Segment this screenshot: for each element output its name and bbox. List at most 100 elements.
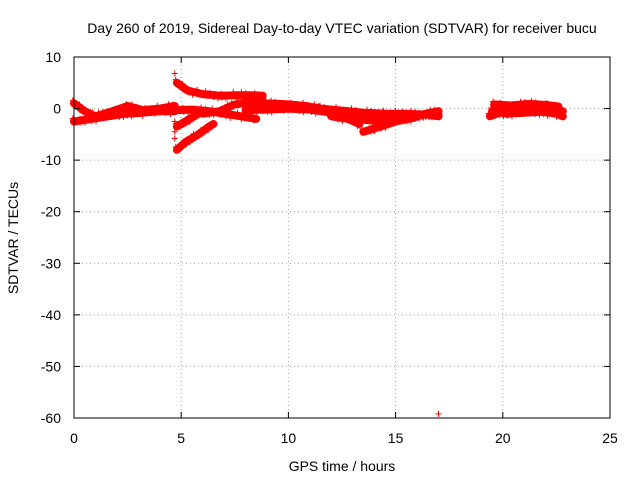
data-point — [500, 113, 507, 120]
data-point — [115, 105, 122, 112]
data-point — [228, 100, 235, 107]
data-point — [312, 106, 319, 113]
data-point — [524, 100, 531, 107]
data-point — [497, 103, 504, 110]
data-point — [198, 129, 205, 136]
data-point — [509, 101, 516, 108]
data-point — [327, 110, 334, 117]
data-point — [268, 109, 275, 116]
y-tick-label: -10 — [41, 152, 61, 168]
data-point — [246, 115, 253, 122]
data-point — [536, 111, 543, 118]
data-point — [180, 108, 187, 115]
data-point — [139, 112, 146, 119]
x-tick-label: 25 — [602, 430, 618, 446]
data-point — [524, 110, 531, 117]
data-point — [316, 107, 323, 114]
data-point — [82, 108, 89, 115]
data-point — [238, 89, 245, 96]
data-point — [529, 102, 536, 109]
x-tick-label: 15 — [388, 430, 404, 446]
data-point — [238, 116, 245, 123]
data-point — [508, 113, 515, 120]
data-point — [410, 112, 417, 119]
data-point — [132, 110, 139, 117]
data-point — [110, 106, 117, 113]
data-point — [222, 113, 229, 120]
data-point — [234, 109, 241, 116]
data-point — [123, 108, 130, 115]
data-point — [143, 106, 150, 113]
data-point — [360, 109, 367, 116]
data-point — [256, 91, 263, 98]
data-point — [183, 116, 190, 123]
data-point — [184, 105, 191, 112]
data-point — [218, 94, 225, 101]
data-point — [308, 108, 315, 115]
data-point — [284, 105, 291, 112]
data-point — [407, 118, 414, 125]
data-point — [508, 104, 515, 111]
data-point — [495, 111, 502, 118]
y-tick-label: -40 — [41, 307, 61, 323]
data-point — [217, 90, 224, 97]
data-point — [272, 98, 279, 105]
data-point — [386, 117, 393, 124]
data-point — [179, 86, 186, 93]
data-point — [252, 105, 259, 112]
data-point — [324, 107, 331, 114]
data-point — [320, 109, 327, 116]
data-point — [136, 110, 143, 117]
data-point — [490, 98, 497, 105]
y-tick-label: -50 — [41, 358, 61, 374]
x-tick-label: 20 — [495, 430, 511, 446]
data-point — [198, 107, 205, 114]
data-point — [411, 116, 418, 123]
data-point — [250, 117, 257, 124]
data-point — [183, 136, 190, 143]
data-point — [155, 109, 162, 116]
data-point — [346, 115, 353, 122]
data-point — [249, 108, 256, 115]
data-point — [119, 104, 126, 111]
data-point — [374, 117, 381, 124]
data-point — [89, 109, 96, 116]
data-point — [230, 89, 237, 96]
data-point — [352, 109, 359, 116]
data-point — [133, 103, 140, 110]
data-point — [101, 111, 108, 118]
data-point — [350, 119, 357, 126]
data-point — [356, 108, 363, 115]
data-point — [536, 103, 543, 110]
data-point — [491, 109, 498, 116]
data-point — [230, 93, 237, 100]
data-point — [227, 114, 234, 121]
data-point — [358, 114, 365, 121]
data-point — [260, 103, 267, 110]
data-point — [404, 114, 411, 121]
data-point — [163, 107, 170, 114]
data-point — [386, 121, 393, 128]
data-point — [366, 118, 373, 125]
data-point — [189, 91, 196, 98]
data-point — [189, 108, 196, 115]
data-point — [248, 105, 255, 112]
x-tick-label: 5 — [177, 430, 185, 446]
data-point — [353, 116, 360, 123]
data-point — [128, 113, 135, 120]
data-point — [304, 103, 311, 110]
plot-frame — [73, 56, 611, 419]
data-point — [292, 103, 299, 110]
data-point — [93, 118, 100, 125]
data-point — [338, 113, 345, 120]
data-point — [272, 106, 279, 113]
data-point — [89, 114, 96, 121]
data-point — [504, 112, 511, 119]
data-point — [151, 110, 158, 117]
data-point — [516, 110, 523, 117]
axis-ticks — [73, 56, 611, 419]
data-point — [416, 115, 423, 122]
data-point — [361, 116, 368, 123]
data-point — [512, 110, 519, 117]
